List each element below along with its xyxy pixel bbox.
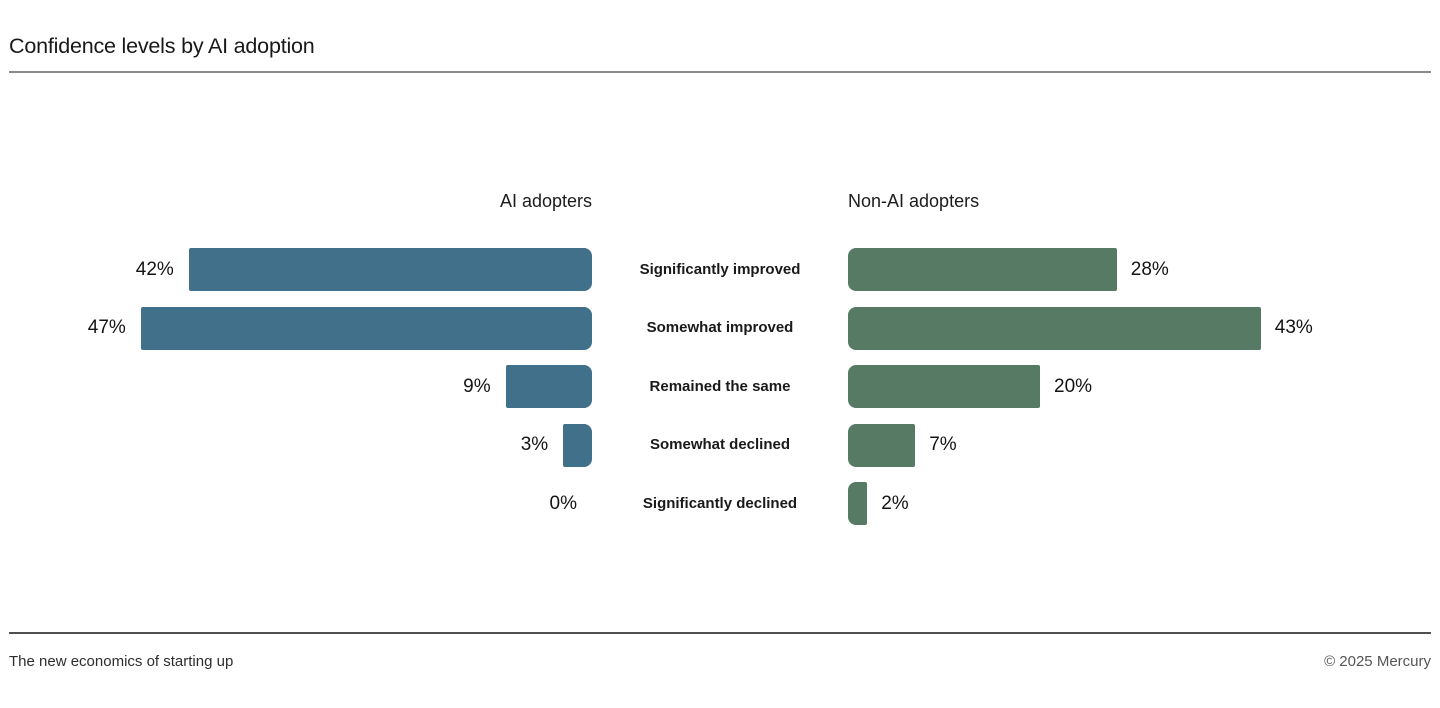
right-bar-zone: 28% <box>848 248 1431 291</box>
category-label: Significantly improved <box>639 260 801 278</box>
ai-adopters-bar <box>188 248 592 291</box>
ai-adopters-value-label: 42% <box>135 258 174 280</box>
ai-adopters-value-label: 3% <box>520 434 549 455</box>
left-bar-zone: 0% <box>9 482 592 525</box>
left-bar-zone: 3% <box>9 423 592 467</box>
category-label: Somewhat declined <box>649 436 791 453</box>
non-ai-adopters-bar <box>848 482 868 525</box>
non-ai-adopters-bar <box>848 423 916 467</box>
chart-row: 47% Somewhat improved 43% <box>9 306 1431 350</box>
chart-row: 42% Significantly improved 28% <box>9 248 1431 291</box>
non-ai-adopters-bar <box>848 248 1117 291</box>
left-series-header: AI adopters <box>499 191 592 211</box>
ai-adopters-value-label: 9% <box>463 375 491 397</box>
ai-adopters-bar <box>563 423 592 467</box>
footer-divider <box>9 632 1431 634</box>
non-ai-adopters-value-label: 28% <box>1130 258 1169 280</box>
footer: The new economics of starting up © 2025 … <box>9 653 1431 671</box>
category-label: Remained the same <box>649 377 791 395</box>
non-ai-adopters-value-label: 2% <box>881 492 909 514</box>
ai-adopters-value-label: 47% <box>87 317 126 338</box>
right-bar-zone: 43% <box>848 306 1431 350</box>
non-ai-adopters-bar <box>848 365 1040 408</box>
page: Confidence levels by AI adoption AI adop… <box>0 33 1440 708</box>
chart-row: 3% Somewhat declined 7% <box>9 423 1431 467</box>
right-bar-zone: 20% <box>848 365 1431 408</box>
page-title: Confidence levels by AI adoption <box>9 34 315 58</box>
right-header-zone: Non-AI adopters <box>848 190 1431 212</box>
left-bar-zone: 9% <box>9 365 592 408</box>
chart-column-headers: AI adopters Non-AI adopters <box>9 190 1431 212</box>
left-bar-zone: 47% <box>9 306 592 350</box>
right-bar-zone: 2% <box>848 482 1431 525</box>
category-zone: Somewhat declined <box>592 436 848 454</box>
chart-row: 0% Significantly declined 2% <box>9 482 1431 525</box>
left-bar-zone: 42% <box>9 248 592 291</box>
non-ai-adopters-value-label: 7% <box>929 434 957 455</box>
category-zone: Significantly declined <box>592 495 848 513</box>
chart-rows: 42% Significantly improved 28% 47% Somew… <box>9 248 1431 525</box>
non-ai-adopters-value-label: 20% <box>1054 375 1093 397</box>
ai-adopters-bar <box>505 365 592 408</box>
left-header-zone: AI adopters <box>9 190 592 212</box>
ai-adopters-bar <box>140 306 592 350</box>
mid-header-zone <box>592 190 848 212</box>
ai-adopters-value-label: 0% <box>549 492 577 514</box>
non-ai-adopters-bar <box>848 306 1261 350</box>
category-zone: Significantly improved <box>592 261 848 279</box>
non-ai-adopters-value-label: 43% <box>1274 317 1313 338</box>
right-series-header: Non-AI adopters <box>848 191 980 211</box>
category-label: Significantly declined <box>642 494 798 512</box>
footer-copyright: © 2025 Mercury <box>1324 653 1431 670</box>
title-divider <box>9 71 1431 73</box>
category-zone: Somewhat improved <box>592 319 848 337</box>
chart-row: 9% Remained the same 20% <box>9 365 1431 408</box>
right-bar-zone: 7% <box>848 423 1431 467</box>
footer-caption: The new economics of starting up <box>9 653 234 670</box>
category-zone: Remained the same <box>592 378 848 396</box>
category-label: Somewhat improved <box>646 319 794 336</box>
